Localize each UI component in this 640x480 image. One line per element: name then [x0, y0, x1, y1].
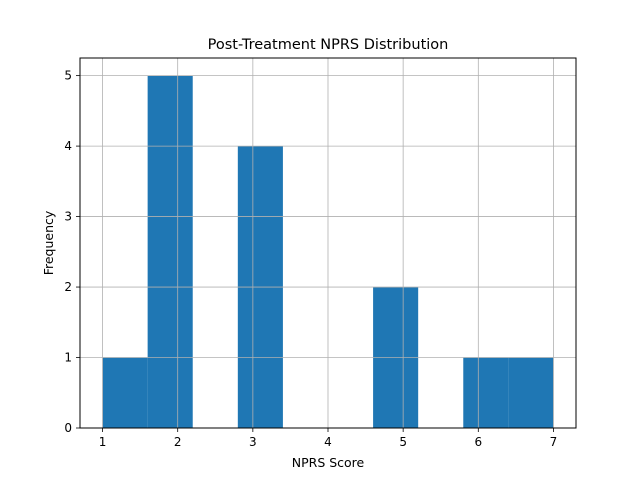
chart-title: Post-Treatment NPRS Distribution	[208, 37, 449, 53]
y-tick-label: 5	[64, 69, 72, 83]
x-tick-label: 6	[474, 435, 482, 449]
histogram-bar	[463, 357, 509, 428]
x-tick-label: 3	[249, 435, 257, 449]
y-axis-label: Frequency	[41, 210, 56, 275]
histogram-bar	[147, 75, 193, 428]
x-tick-label: 5	[399, 435, 407, 449]
histogram-bar	[508, 357, 554, 428]
y-tick-label: 3	[64, 210, 72, 224]
y-tick-label: 4	[64, 139, 72, 153]
y-tick-label: 1	[64, 351, 72, 365]
x-tick-label: 4	[324, 435, 332, 449]
x-tick-label: 2	[174, 435, 182, 449]
x-tick-label: 1	[99, 435, 107, 449]
x-tick-label: 7	[550, 435, 558, 449]
y-tick-label: 0	[64, 421, 72, 435]
x-axis-label: NPRS Score	[292, 455, 365, 470]
axis-ticks: 1 2 3 4 5 6 7 0 1 2 3 4 5	[64, 69, 557, 449]
histogram-bar	[102, 357, 148, 428]
y-tick-label: 2	[64, 280, 72, 294]
grid-lines	[80, 58, 576, 429]
